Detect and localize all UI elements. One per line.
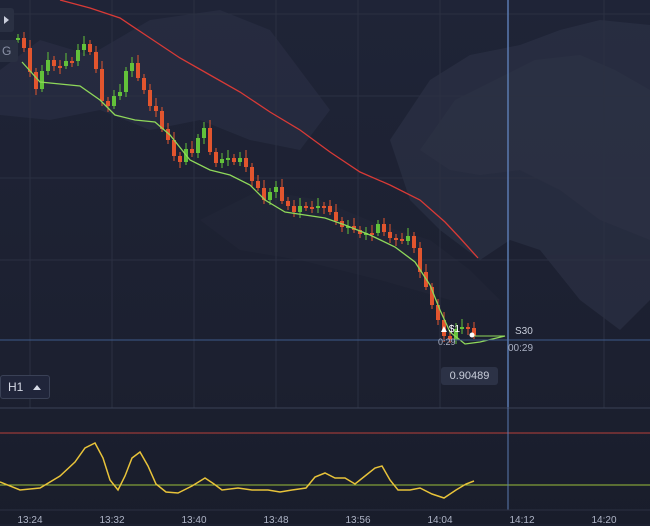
candle-body — [244, 158, 248, 167]
candle-body — [466, 327, 470, 329]
candle-body — [52, 60, 56, 66]
timeframe-label: H1 — [8, 380, 24, 394]
candle-body — [250, 167, 254, 181]
candle-body — [118, 92, 122, 96]
candle-body — [346, 226, 350, 228]
candle-body — [430, 287, 434, 305]
oscillator-line — [0, 442, 475, 499]
candle-body — [316, 206, 320, 208]
candle-body — [376, 224, 380, 233]
candle-body — [262, 188, 266, 200]
candle-body — [370, 233, 374, 235]
candle-body — [208, 128, 212, 152]
time-tick: 13:48 — [263, 515, 289, 526]
candle-body — [412, 236, 416, 248]
candle-body — [82, 44, 86, 50]
candle-body — [406, 236, 410, 241]
fast-moving-average — [21, 61, 506, 345]
deal-marker-label: ▲$1 — [439, 324, 461, 335]
candle-body — [172, 140, 176, 156]
time-tick: 14:04 — [427, 515, 453, 526]
candle-body — [214, 152, 218, 163]
candle-body — [202, 128, 206, 138]
candle-body — [148, 90, 152, 106]
candle-body — [232, 158, 236, 162]
candle-body — [310, 207, 314, 209]
candle-body — [400, 239, 404, 241]
candle-body — [16, 38, 20, 40]
candle-body — [394, 238, 398, 240]
candle-body — [358, 230, 362, 234]
time-tick: 14:20 — [591, 515, 617, 526]
time-tick: 13:32 — [99, 515, 125, 526]
candle-body — [46, 60, 50, 71]
candle-body — [136, 63, 140, 78]
expiry-timer: 00:29 — [508, 343, 534, 354]
candle-body — [256, 181, 260, 188]
candle-body — [280, 187, 284, 201]
candle-body — [142, 78, 146, 90]
mountain-background — [0, 10, 650, 330]
candle-body — [298, 206, 302, 212]
candle-body — [166, 129, 170, 140]
candle-body — [328, 206, 332, 212]
candle-body — [22, 38, 26, 48]
candle-body — [388, 232, 392, 238]
expiry-label: S30 — [515, 326, 533, 337]
oscillator-panel — [0, 408, 650, 510]
candle-body — [448, 336, 452, 340]
time-tick: 14:12 — [509, 515, 535, 526]
candle-body — [304, 206, 308, 208]
candle-body — [196, 138, 200, 153]
timeframe-selector[interactable]: H1 — [0, 375, 50, 399]
caret-up-icon — [33, 385, 41, 390]
candle-body — [178, 156, 182, 162]
candle-body — [88, 44, 92, 52]
current-price-dot — [469, 332, 475, 338]
candle-body — [100, 69, 104, 101]
candle-body — [220, 159, 224, 163]
time-tick: 13:24 — [17, 515, 43, 526]
g-button[interactable]: G — [0, 40, 18, 62]
candle-body — [124, 71, 128, 92]
expand-panel-button[interactable] — [0, 8, 14, 32]
candle-body — [334, 212, 338, 221]
candle-body — [130, 63, 134, 71]
candle-body — [274, 187, 278, 192]
candle-body — [268, 192, 272, 200]
candle-body — [322, 206, 326, 208]
candlesticks — [16, 32, 476, 344]
candle-body — [58, 66, 62, 68]
candle-body — [226, 158, 230, 160]
slow-moving-average — [59, 0, 479, 259]
candle-body — [70, 61, 74, 63]
candle-body — [106, 101, 110, 106]
candle-body — [460, 327, 464, 329]
candle-body — [286, 201, 290, 206]
deal-marker-timer: 0:29 — [438, 337, 456, 347]
candle-body — [94, 52, 98, 69]
candle-body — [40, 71, 44, 89]
candle-body — [472, 328, 476, 336]
candle-body — [238, 158, 242, 162]
candle-body — [64, 61, 68, 66]
candle-body — [418, 248, 422, 272]
current-price-tag: 0.90489 — [441, 367, 498, 385]
time-tick: 13:56 — [345, 515, 371, 526]
candle-body — [28, 48, 32, 72]
candle-body — [154, 106, 158, 111]
candle-body — [76, 50, 80, 61]
candle-body — [382, 224, 386, 232]
candle-body — [112, 96, 116, 106]
candle-body — [292, 206, 296, 212]
candle-body — [442, 320, 446, 336]
time-tick: 13:40 — [181, 515, 207, 526]
candle-body — [190, 149, 194, 153]
candle-body — [160, 111, 164, 129]
candle-body — [454, 329, 458, 340]
candle-body — [34, 72, 38, 89]
candle-body — [436, 305, 440, 320]
